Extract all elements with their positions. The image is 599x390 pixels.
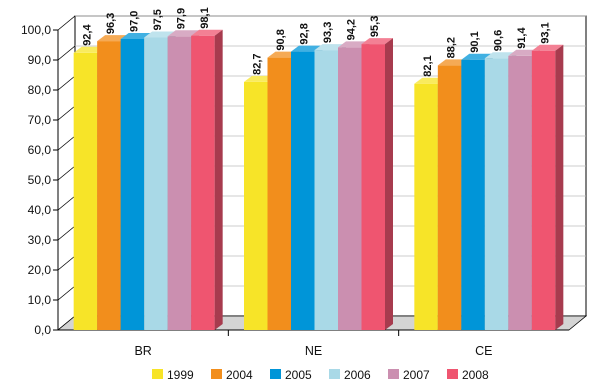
y-tick-label: 30,0 bbox=[28, 233, 52, 247]
bar-2006-BR bbox=[144, 37, 168, 330]
bar-side-2008-NE bbox=[385, 38, 393, 330]
bar-2005-CE bbox=[461, 59, 485, 330]
bar-2006-CE bbox=[484, 58, 509, 330]
legend-label-2006: 2006 bbox=[344, 368, 371, 382]
data-label: 82,1 bbox=[422, 55, 434, 76]
side-wall-line bbox=[57, 45, 76, 61]
side-wall-line bbox=[57, 225, 76, 241]
y-tick-label: 60,0 bbox=[28, 143, 52, 157]
data-label: 96,3 bbox=[105, 13, 117, 34]
legend: 1999 2004 2005 2006 2007 2008 bbox=[152, 368, 489, 382]
data-label: 90,1 bbox=[469, 31, 481, 52]
data-label: 97,0 bbox=[128, 11, 140, 32]
bar-2007-CE bbox=[508, 55, 532, 331]
category-labels: BR NE CE bbox=[134, 344, 492, 358]
legend-swatch-2008 bbox=[447, 369, 458, 379]
bar-1999-NE bbox=[244, 81, 268, 331]
data-label: 82,7 bbox=[252, 53, 264, 74]
bar-1999-CE bbox=[414, 83, 438, 330]
legend-swatch-2004 bbox=[211, 369, 222, 379]
bar-2008-CE bbox=[531, 50, 556, 330]
bar-2008-NE bbox=[361, 44, 385, 330]
y-tick-label: 50,0 bbox=[28, 173, 52, 187]
data-label: 92,4 bbox=[81, 24, 93, 46]
side-wall-line bbox=[57, 165, 76, 181]
bar-side-2008-BR bbox=[214, 29, 223, 330]
data-label: 94,2 bbox=[346, 19, 358, 40]
bar-top-2008-NE bbox=[361, 38, 393, 45]
data-label: 91,4 bbox=[516, 27, 528, 49]
bar-2004-BR bbox=[97, 41, 121, 330]
side-wall-line bbox=[57, 285, 76, 301]
bar-side-2008-CE bbox=[555, 44, 564, 330]
data-label: 97,9 bbox=[175, 8, 187, 29]
bar-2004-CE bbox=[437, 65, 462, 331]
y-tick-label: 20,0 bbox=[28, 263, 52, 277]
data-label: 97,5 bbox=[152, 9, 164, 30]
side-wall-line bbox=[57, 135, 76, 151]
bar-2004-NE bbox=[267, 57, 291, 330]
legend-swatch-2006 bbox=[329, 369, 340, 379]
bar-top-2006-BR bbox=[144, 31, 176, 38]
side-wall-line bbox=[57, 15, 76, 31]
legend-swatch-1999 bbox=[152, 369, 163, 379]
data-label: 93,3 bbox=[322, 22, 334, 43]
side-wall-line bbox=[57, 195, 76, 211]
bar-2008-BR bbox=[191, 35, 215, 330]
category-label: BR bbox=[134, 344, 151, 358]
legend-swatch-2005 bbox=[270, 369, 281, 379]
y-tick-label: 10,0 bbox=[28, 293, 52, 307]
bar-2005-NE bbox=[291, 51, 315, 330]
bar-top-2008-CE bbox=[531, 44, 564, 51]
category-label: CE bbox=[475, 344, 492, 358]
y-axis-ticks: 0,0 10,0 20,0 30,0 40,0 50,0 60,0 70,0 80,0 90,0 1… bbox=[21, 23, 58, 337]
data-label: 95,3 bbox=[369, 16, 381, 37]
data-label: 88,2 bbox=[446, 37, 458, 58]
category-label: NE bbox=[305, 344, 322, 358]
legend-label-2004: 2004 bbox=[226, 368, 253, 382]
y-tick-label: 40,0 bbox=[28, 203, 52, 217]
side-wall-line bbox=[57, 75, 76, 91]
data-labels: 92,4 96,3 97,0 97,5 97,9 98,1 82,7 90,8 92,8 93,3… bbox=[81, 7, 551, 76]
side-wall-line bbox=[57, 255, 76, 271]
side-wall-line bbox=[57, 105, 76, 121]
bar-1999-BR bbox=[73, 52, 98, 331]
data-label: 93,1 bbox=[540, 22, 552, 43]
bar-2007-NE bbox=[338, 47, 362, 331]
data-label: 90,8 bbox=[275, 29, 287, 50]
data-label: 92,8 bbox=[299, 23, 311, 44]
bar-2007-BR bbox=[167, 36, 192, 331]
data-label: 90,6 bbox=[493, 30, 505, 51]
legend-label-1999: 1999 bbox=[167, 368, 194, 382]
y-tick-label: 90,0 bbox=[28, 53, 52, 67]
legend-label-2005: 2005 bbox=[285, 368, 312, 382]
y-tick-label: 0,0 bbox=[34, 323, 51, 337]
legend-swatch-2007 bbox=[388, 369, 399, 379]
bar-2006-NE bbox=[314, 50, 338, 330]
bar-top-2007-BR bbox=[167, 30, 200, 37]
y-tick-label: 80,0 bbox=[28, 83, 52, 97]
bar-2005-BR bbox=[120, 39, 145, 330]
legend-label-2007: 2007 bbox=[403, 368, 430, 382]
bars bbox=[73, 29, 564, 331]
y-tick-label: 70,0 bbox=[28, 113, 52, 127]
data-label: 98,1 bbox=[199, 7, 211, 28]
y-tick-label: 100,0 bbox=[21, 23, 51, 37]
legend-label-2008: 2008 bbox=[462, 368, 489, 382]
bar-top-2008-BR bbox=[191, 29, 223, 36]
